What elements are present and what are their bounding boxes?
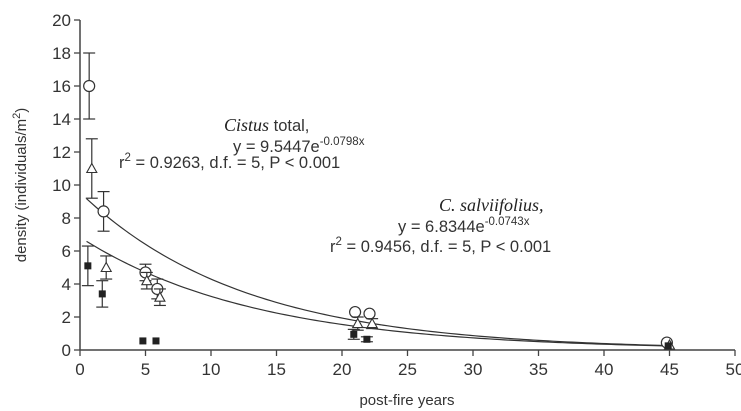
point-triangle bbox=[366, 317, 379, 329]
x-tick-label: 45 bbox=[660, 360, 679, 379]
x-tick-label: 40 bbox=[595, 360, 614, 379]
annotation-salviifolius-title: C. salviifolius, bbox=[439, 195, 544, 215]
y-tick-label: 6 bbox=[62, 242, 71, 261]
x-tick-label: 20 bbox=[333, 360, 352, 379]
y-tick-label: 10 bbox=[52, 176, 71, 195]
point-circle bbox=[349, 305, 362, 319]
x-tick-label: 35 bbox=[529, 360, 548, 379]
y-tick-label: 12 bbox=[52, 143, 71, 162]
y-tick-label: 20 bbox=[52, 11, 71, 30]
y-tick-label: 2 bbox=[62, 308, 71, 327]
point-triangle bbox=[153, 291, 166, 302]
point-circle bbox=[83, 79, 96, 93]
y-tick-label: 0 bbox=[62, 341, 71, 360]
fit-curve-0 bbox=[86, 198, 670, 347]
point-square bbox=[98, 290, 106, 298]
point-circle bbox=[97, 205, 110, 218]
annotation-salviifolius-stats: r2 = 0.9456, d.f. = 5, P < 0.001 bbox=[330, 236, 551, 256]
fit-curve-1 bbox=[86, 240, 670, 347]
x-tick-label: 30 bbox=[464, 360, 483, 379]
x-tick-label: 0 bbox=[75, 360, 84, 379]
x-tick-label: 25 bbox=[398, 360, 417, 379]
y-tick-label: 8 bbox=[62, 209, 71, 228]
y-tick-label: 18 bbox=[52, 44, 71, 63]
x-tick-label: 10 bbox=[202, 360, 221, 379]
point-triangle bbox=[100, 261, 113, 273]
point-square bbox=[152, 337, 160, 345]
annotation-cistus-equation: y = 9.5447e-0.0798x bbox=[233, 136, 365, 156]
x-tick-label: 15 bbox=[267, 360, 286, 379]
x-tick-label: 50 bbox=[726, 360, 741, 379]
annotation-cistus-title: Cistus total, bbox=[224, 115, 309, 135]
x-axis-title: post-fire years bbox=[359, 392, 454, 409]
data-points bbox=[81, 52, 676, 350]
point-square bbox=[664, 342, 672, 350]
y-axis-title: density (individuals/m2) bbox=[11, 108, 30, 263]
point-circle bbox=[363, 307, 376, 320]
point-square bbox=[139, 337, 147, 345]
annotation-c-salviifolius: C. salviifolius, y = 6.8344e-0.0743x r2 … bbox=[330, 195, 551, 256]
ticks: 0 5 10 15 20 25 30 35 40 45 50 0 2 4 6 8 10 12 14 16 18 20 bbox=[52, 11, 741, 379]
fit-curves bbox=[86, 198, 670, 347]
y-tick-label: 4 bbox=[62, 275, 71, 294]
point-triangle bbox=[140, 274, 153, 286]
y-tick-label: 16 bbox=[52, 77, 71, 96]
point-square bbox=[350, 330, 358, 338]
point-triangle bbox=[85, 162, 98, 174]
annotation-cistus-total: Cistus total, y = 9.5447e-0.0798x r2 = 0… bbox=[119, 115, 365, 172]
axes bbox=[79, 20, 735, 351]
x-tick-label: 5 bbox=[141, 360, 150, 379]
point-square bbox=[84, 262, 92, 270]
y-tick-label: 14 bbox=[52, 110, 71, 129]
annotation-cistus-stats: r2 = 0.9263, d.f. = 5, P < 0.001 bbox=[119, 152, 340, 172]
point-triangle bbox=[351, 317, 364, 329]
point-square bbox=[363, 335, 371, 343]
annotation-salviifolius-equation: y = 6.8344e-0.0743x bbox=[398, 216, 530, 236]
